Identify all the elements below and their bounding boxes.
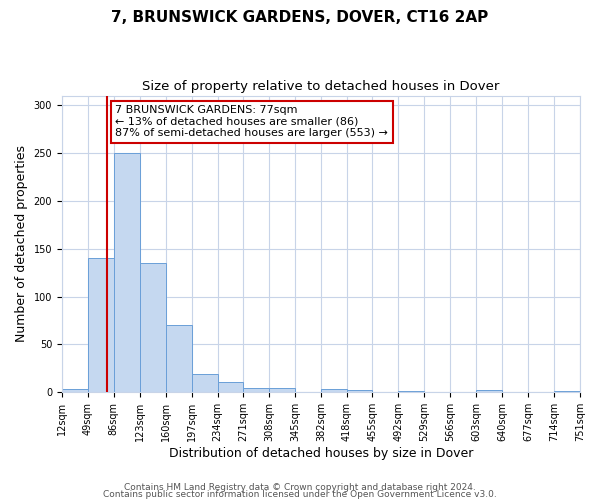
Bar xyxy=(322,388,347,392)
Bar xyxy=(476,390,502,392)
Bar xyxy=(218,382,244,392)
Text: 7, BRUNSWICK GARDENS, DOVER, CT16 2AP: 7, BRUNSWICK GARDENS, DOVER, CT16 2AP xyxy=(112,10,488,25)
Bar xyxy=(347,390,373,392)
Text: Contains HM Land Registry data © Crown copyright and database right 2024.: Contains HM Land Registry data © Crown c… xyxy=(124,484,476,492)
Bar xyxy=(140,263,166,392)
Text: 7 BRUNSWICK GARDENS: 77sqm
← 13% of detached houses are smaller (86)
87% of semi: 7 BRUNSWICK GARDENS: 77sqm ← 13% of deta… xyxy=(115,105,388,138)
Text: Contains public sector information licensed under the Open Government Licence v3: Contains public sector information licen… xyxy=(103,490,497,499)
Y-axis label: Number of detached properties: Number of detached properties xyxy=(15,146,28,342)
X-axis label: Distribution of detached houses by size in Dover: Distribution of detached houses by size … xyxy=(169,447,473,460)
Title: Size of property relative to detached houses in Dover: Size of property relative to detached ho… xyxy=(142,80,500,93)
Bar xyxy=(62,390,88,392)
Bar xyxy=(166,326,191,392)
Bar xyxy=(114,153,140,392)
Bar xyxy=(269,388,295,392)
Bar xyxy=(244,388,269,392)
Bar xyxy=(191,374,218,392)
Bar xyxy=(88,258,114,392)
